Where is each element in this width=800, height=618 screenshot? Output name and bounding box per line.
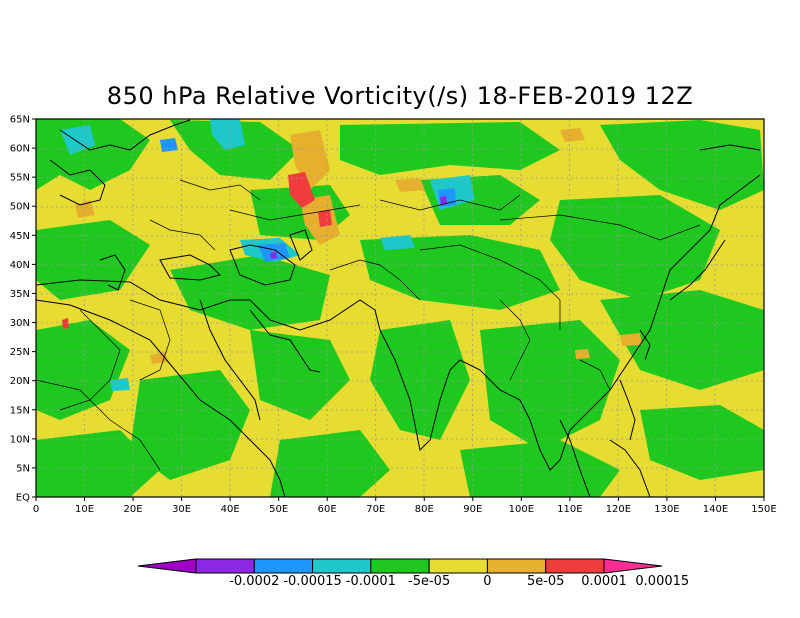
x-tick-label: 130E xyxy=(654,504,679,515)
country-borders xyxy=(36,179,701,471)
colorbar-label: -0.0002 xyxy=(229,574,279,589)
x-tick-label: 0 xyxy=(33,504,39,515)
colorbar-swatch xyxy=(253,558,314,574)
x-axis: 0 10E 20E 30E 40E 50E 60E 70E 80E 90E 100E 110E 120E… xyxy=(33,497,777,515)
y-tick-label: 10N xyxy=(10,434,30,445)
colorbar-swatch xyxy=(370,558,430,574)
colorbar-label: -0.00015 xyxy=(283,574,341,589)
y-tick-label: 25N xyxy=(10,347,30,358)
colorbar-label: -0.0001 xyxy=(346,574,396,589)
x-tick-label: 20E xyxy=(124,504,143,515)
x-tick-label: 60E xyxy=(318,504,337,515)
x-tick-label: 10E xyxy=(75,504,94,515)
colorbar-label: 0 xyxy=(483,574,491,589)
red-regions xyxy=(62,172,332,329)
colorbar-swatch xyxy=(312,558,372,574)
x-tick-label: 150E xyxy=(751,504,776,515)
y-tick-label: 45N xyxy=(10,231,30,242)
y-tick-label: 5N xyxy=(16,463,30,474)
vorticity-field xyxy=(36,119,764,497)
x-tick-label: 70E xyxy=(366,504,385,515)
x-tick-label: 140E xyxy=(703,504,728,515)
purple-spots xyxy=(270,196,447,259)
colorbar-label: 5e-05 xyxy=(527,574,565,589)
y-tick-label: 40N xyxy=(10,260,30,271)
map-gridlines xyxy=(36,119,764,497)
colorbar: -0.0002 -0.00015 -0.0001 -5e-05 0 5e-05 0.0001… xyxy=(137,558,689,589)
x-tick-label: 80E xyxy=(415,504,434,515)
coastlines xyxy=(36,119,761,497)
x-tick-label: 100E xyxy=(509,504,534,515)
y-tick-label: EQ xyxy=(16,493,30,504)
y-tick-label: 55N xyxy=(10,173,30,184)
colorbar-label: -5e-05 xyxy=(408,574,450,589)
x-tick-label: 30E xyxy=(172,504,191,515)
y-tick-label: 15N xyxy=(10,405,30,416)
colorbar-swatch xyxy=(428,558,488,574)
colorbar-right-triangle xyxy=(603,558,663,574)
x-tick-label: 90E xyxy=(463,504,482,515)
colorbar-swatch xyxy=(195,558,255,574)
colorbar-swatch xyxy=(486,558,547,574)
colorbar-label: 0.00015 xyxy=(635,574,689,589)
x-tick-label: 120E xyxy=(606,504,631,515)
map-title: 850 hPa Relative Vorticity(/s) 18-FEB-20… xyxy=(106,82,694,110)
x-tick-label: 110E xyxy=(557,504,582,515)
colorbar-label: 0.0001 xyxy=(581,574,627,589)
x-tick-label: 40E xyxy=(221,504,240,515)
x-tick-label: 50E xyxy=(269,504,288,515)
y-tick-label: 30N xyxy=(10,318,30,329)
colorbar-swatch xyxy=(545,558,605,574)
plot-frame xyxy=(35,118,765,498)
y-tick-label: 50N xyxy=(10,202,30,213)
y-tick-label: 60N xyxy=(10,144,30,155)
y-tick-label: 35N xyxy=(10,289,30,300)
y-axis: EQ 5N 10N 15N 20N 25N 30N 35N 40N 45N 50N 55N 60N 65N xyxy=(10,115,36,504)
y-tick-label: 65N xyxy=(10,115,30,126)
y-tick-label: 20N xyxy=(10,376,30,387)
colorbar-left-triangle xyxy=(137,558,197,574)
